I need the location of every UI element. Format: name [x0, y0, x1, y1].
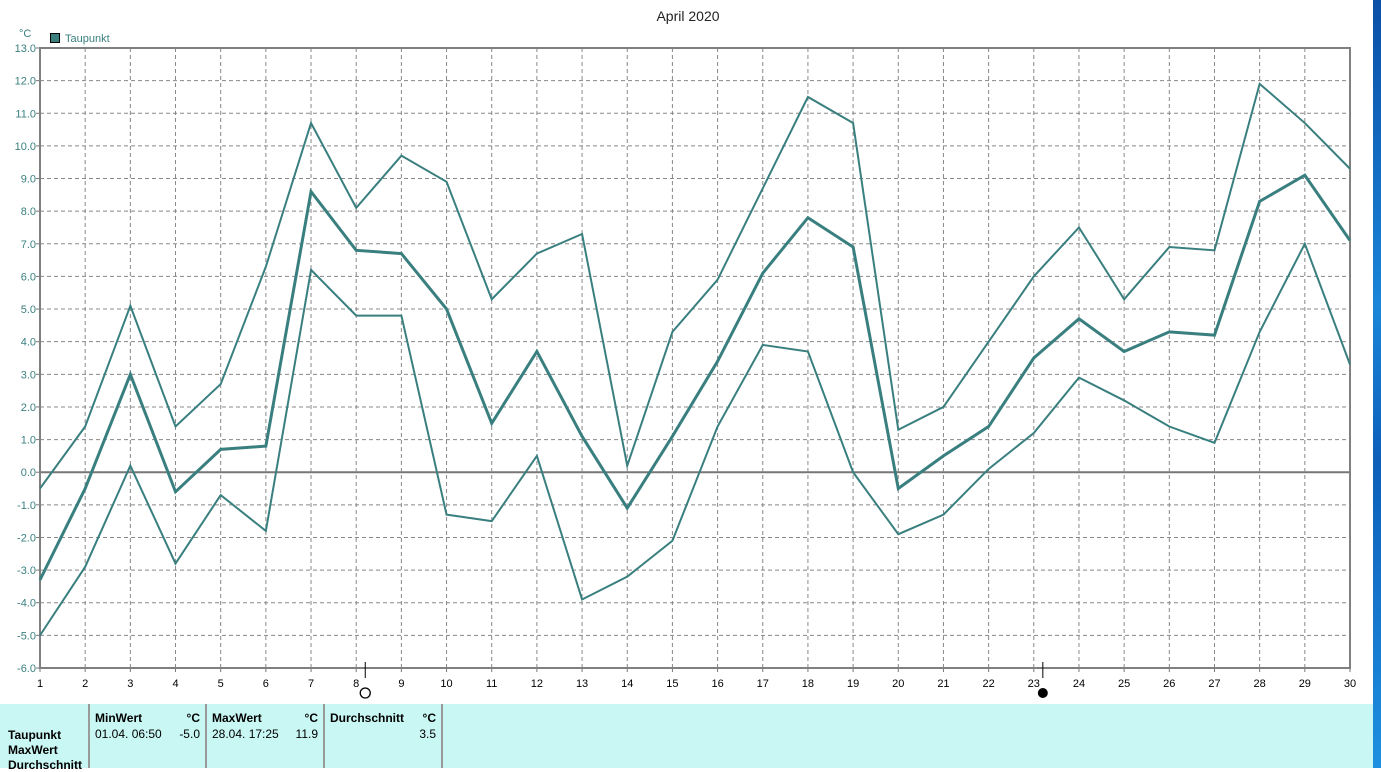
- legend-label: Taupunkt: [65, 33, 110, 45]
- row-label-maxwert: MaxWert: [8, 743, 58, 757]
- x-tick-label: 13: [576, 678, 588, 690]
- x-tick-label: 29: [1299, 678, 1311, 690]
- y-tick-label: 6.0: [21, 271, 36, 283]
- x-tick-label: 26: [1163, 678, 1175, 690]
- y-tick-label: -6.0: [17, 663, 36, 675]
- y-tick-label: 5.0: [21, 304, 36, 316]
- series-line-max: [40, 84, 1350, 489]
- x-tick-label: 27: [1208, 678, 1220, 690]
- x-tick-label: 4: [172, 678, 178, 690]
- x-tick-label: 7: [308, 678, 314, 690]
- x-tick-label: 24: [1073, 678, 1085, 690]
- x-tick-label: 21: [937, 678, 949, 690]
- y-tick-label: 11.0: [15, 108, 36, 120]
- avg-header: Durchschnitt: [330, 711, 404, 725]
- y-tick-label: 7.0: [21, 239, 36, 251]
- max-column: MaxWert °C 28.04. 17:25 11.9: [205, 704, 323, 768]
- y-tick-label: -2.0: [17, 532, 36, 544]
- x-tick-label: 28: [1254, 678, 1266, 690]
- max-value: 11.9: [296, 727, 318, 741]
- x-tick-label: 2: [82, 678, 88, 690]
- y-unit-label: °C: [19, 28, 31, 40]
- y-tick-label: 4.0: [21, 337, 36, 349]
- series-line-avg: [40, 175, 1350, 580]
- chart-title: April 2020: [656, 8, 719, 24]
- x-tick-label: 20: [892, 678, 904, 690]
- full-moon-icon: [360, 688, 370, 698]
- row-label-durchschnitt: Durchschnitt: [8, 758, 82, 772]
- y-tick-label: -3.0: [17, 565, 36, 577]
- desktop-background: [1373, 0, 1381, 768]
- plot-frame: [40, 48, 1350, 668]
- y-tick-label: 9.0: [21, 174, 36, 186]
- y-tick-label: 12.0: [15, 76, 36, 88]
- y-tick-label: -1.0: [17, 500, 36, 512]
- x-tick-label: 5: [218, 678, 224, 690]
- avg-column: Durchschnitt °C 3.5: [323, 704, 443, 768]
- min-value: -5.0: [179, 727, 200, 741]
- new-moon-icon: [1038, 689, 1047, 698]
- min-unit: °C: [187, 711, 200, 725]
- x-tick-label: 12: [531, 678, 543, 690]
- y-tick-label: 1.0: [21, 435, 36, 447]
- legend-swatch: [51, 34, 60, 43]
- x-tick-label: 9: [398, 678, 404, 690]
- min-date: 01.04. 06:50: [95, 727, 162, 741]
- y-tick-label: -4.0: [17, 598, 36, 610]
- x-tick-label: 8: [353, 678, 359, 690]
- x-tick-label: 1: [37, 678, 43, 690]
- x-tick-label: 3: [127, 678, 133, 690]
- min-column: MinWert °C 01.04. 06:50 -5.0: [88, 704, 205, 768]
- max-header: MaxWert: [212, 711, 262, 725]
- y-tick-label: 2.0: [21, 402, 36, 414]
- x-tick-label: 11: [486, 678, 497, 690]
- avg-unit: °C: [423, 711, 436, 725]
- row-label-taupunkt: Taupunkt: [8, 728, 61, 742]
- x-tick-label: 18: [802, 678, 814, 690]
- x-tick-label: 30: [1344, 678, 1356, 690]
- y-tick-label: 8.0: [21, 206, 36, 218]
- y-tick-label: 13.0: [15, 43, 36, 55]
- max-unit: °C: [305, 711, 318, 725]
- y-tick-label: 0.0: [21, 467, 36, 479]
- x-tick-label: 19: [847, 678, 859, 690]
- avg-value: 3.5: [419, 727, 436, 741]
- max-date: 28.04. 17:25: [212, 727, 279, 741]
- y-tick-label: -5.0: [17, 630, 36, 642]
- x-tick-label: 17: [757, 678, 769, 690]
- x-tick-label: 10: [440, 678, 452, 690]
- y-tick-label: 10.0: [15, 141, 36, 153]
- min-header: MinWert: [95, 711, 142, 725]
- y-tick-label: 3.0: [21, 369, 36, 381]
- x-tick-label: 15: [666, 678, 678, 690]
- x-tick-label: 6: [263, 678, 269, 690]
- x-tick-label: 16: [711, 678, 723, 690]
- x-tick-label: 23: [1028, 678, 1040, 690]
- x-tick-label: 25: [1118, 678, 1130, 690]
- stats-panel: Taupunkt MaxWert Durchschnitt MinWert °C…: [0, 704, 1373, 768]
- x-tick-label: 14: [621, 678, 633, 690]
- x-tick-label: 22: [982, 678, 994, 690]
